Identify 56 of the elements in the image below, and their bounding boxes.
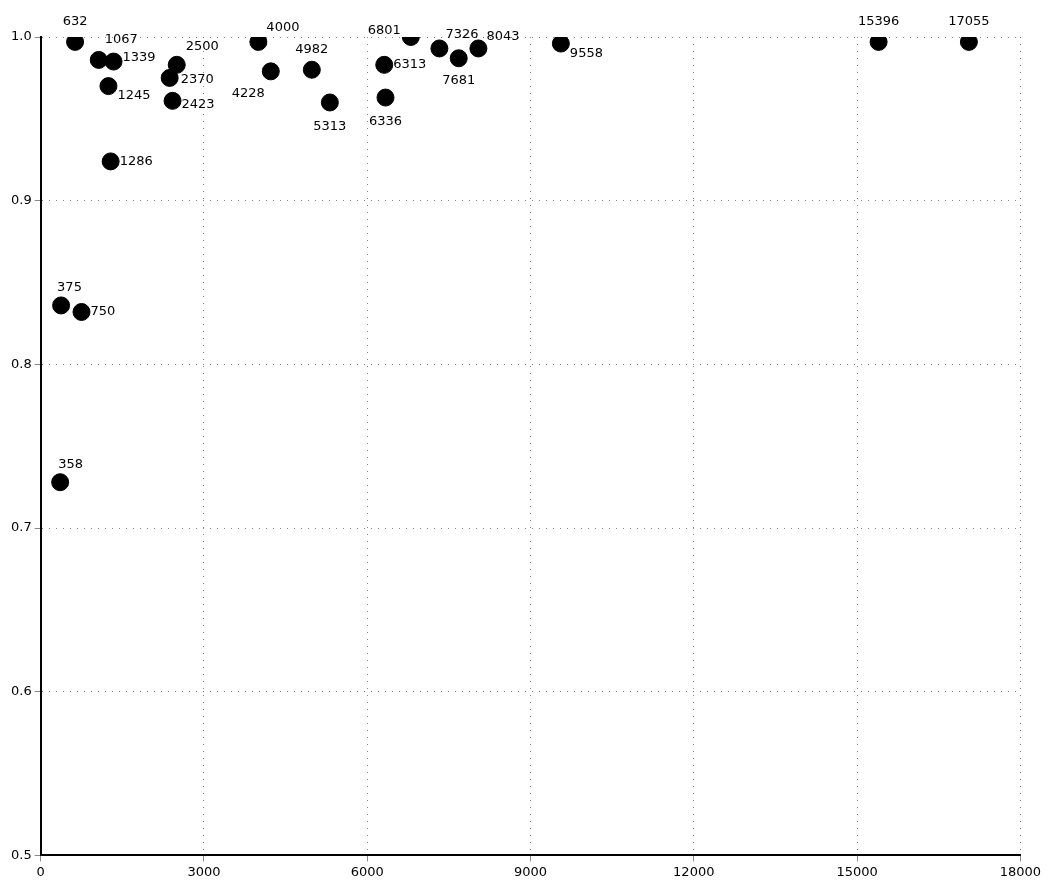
annotation: 1245: [117, 87, 151, 103]
point: [430, 39, 449, 58]
point: [302, 60, 321, 79]
annotation: 2423: [181, 96, 215, 112]
point: [469, 39, 488, 58]
point: [163, 91, 182, 110]
annotation: 1286: [119, 152, 153, 168]
annotation: 9558: [569, 44, 603, 60]
y-tick-label: 0.9: [10, 192, 32, 208]
annotation: 4982: [295, 41, 329, 57]
y-tick-label: 0.6: [10, 683, 32, 699]
point: [261, 62, 280, 81]
annotation: 2500: [185, 38, 219, 54]
x-tick-label: 3000: [187, 863, 221, 879]
annotation: 7326: [445, 25, 479, 41]
point: [376, 88, 395, 107]
annotation: 632: [62, 13, 88, 29]
point: [101, 152, 120, 171]
x-tick-label: 9000: [513, 863, 548, 879]
annotation: 6313: [393, 56, 427, 72]
x-tick-label: 0: [36, 863, 45, 879]
point: [99, 77, 118, 96]
annotation: 15396: [857, 13, 900, 29]
annotation: 8043: [486, 27, 520, 43]
point: [89, 50, 108, 69]
annotation: 375: [57, 278, 82, 294]
point: [72, 302, 91, 321]
point: [104, 52, 123, 71]
y-tick-label: 0.7: [10, 519, 32, 535]
point: [51, 473, 70, 492]
point: [160, 68, 179, 87]
x-tick-label: 6000: [350, 863, 384, 879]
annotation: 4228: [231, 84, 265, 100]
point: [167, 55, 186, 74]
x-tick-label: 15000: [836, 863, 878, 879]
y-tick-label: 0.5: [10, 846, 32, 862]
annotation: 7681: [442, 71, 476, 87]
y-tick-label: 0.8: [10, 355, 32, 371]
point: [449, 49, 468, 68]
annotation: 6801: [367, 22, 401, 38]
point: [52, 296, 71, 315]
y-tick-label: 1.0: [10, 28, 32, 44]
annotation: 2370: [180, 71, 214, 87]
annotation: 1339: [122, 48, 156, 64]
annotation: 750: [90, 303, 116, 319]
point: [320, 93, 339, 112]
point: [375, 55, 394, 74]
annotation: 5313: [313, 117, 347, 133]
point: [551, 37, 570, 53]
x-tick-label: 12000: [673, 863, 715, 879]
annotation: 17055: [948, 13, 990, 29]
annotation: 1067: [104, 31, 138, 47]
x-tick-label: 18000: [999, 863, 1041, 879]
annotation: 6336: [368, 112, 403, 128]
annotation: 358: [58, 455, 83, 471]
annotation: 4000: [266, 19, 300, 35]
